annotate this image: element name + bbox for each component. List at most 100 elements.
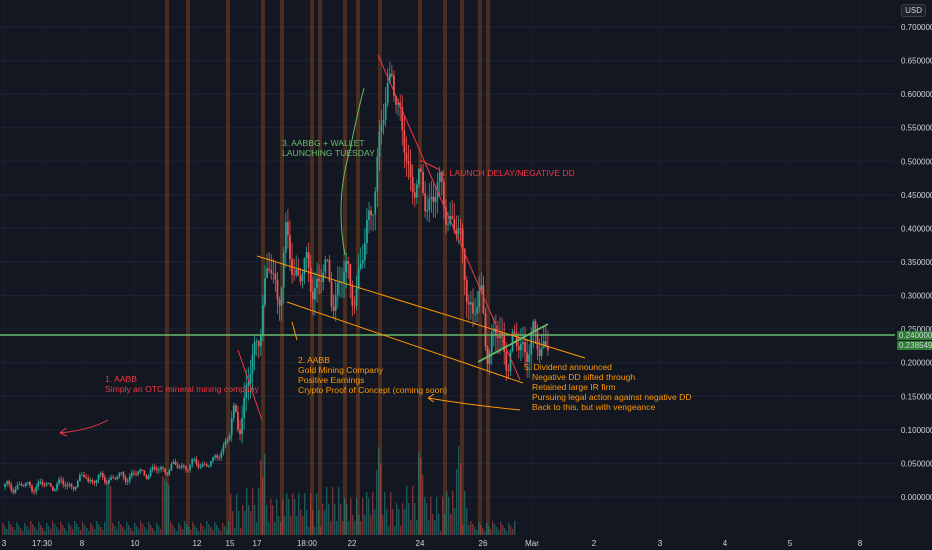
candle-body (532, 321, 535, 334)
time-axis[interactable]: 3 17:30 8 10 12 15 17 18:00 22 24 26 Mar 2 3 4 5 8 (2, 539, 863, 548)
volume-bar (62, 525, 64, 535)
volume-bar (500, 522, 502, 535)
volume-bar (86, 528, 88, 535)
candle-body (432, 196, 435, 202)
candle-body (280, 287, 283, 306)
candle-body (305, 252, 308, 259)
candle-body (411, 176, 414, 193)
volume-bar (492, 521, 494, 535)
candle-body (191, 459, 194, 465)
volume-bar (18, 525, 20, 535)
volume-bar (496, 527, 498, 535)
candle-body (253, 341, 256, 355)
volume-bar (456, 469, 458, 535)
candle-body (338, 282, 341, 283)
candle-body (178, 467, 181, 469)
y-tick-label: 0.300000 (901, 292, 932, 301)
volume-bar (352, 515, 354, 535)
candle-body (388, 73, 391, 83)
volume-bar (462, 525, 464, 535)
volume-bar (190, 530, 192, 535)
candle-body (72, 486, 75, 490)
candle-body (222, 445, 225, 453)
candle-body (320, 280, 323, 282)
session-band (418, 0, 422, 535)
volume-bar (102, 530, 104, 535)
volume-bar (180, 526, 182, 535)
candle-body (122, 472, 125, 478)
session-band (310, 0, 314, 535)
x-tick-label: 26 (479, 539, 488, 548)
candle-body (376, 156, 379, 192)
volume-bar (468, 525, 470, 535)
volume-bar (316, 493, 318, 535)
volume-bar (124, 530, 126, 535)
volume-bar (302, 516, 304, 535)
currency-label[interactable]: USD (901, 4, 926, 17)
candle-body (268, 268, 271, 271)
session-band (318, 0, 322, 535)
candle-body (336, 282, 339, 296)
candle-body (509, 350, 512, 371)
candle-body (488, 352, 491, 365)
session-band (486, 0, 490, 535)
candle-body (189, 464, 192, 470)
candle-body (228, 434, 231, 440)
x-tick-label: 10 (131, 539, 140, 548)
volume-bar (8, 521, 10, 535)
candle-body (301, 273, 304, 282)
candle-body (172, 461, 175, 464)
note1-arrow (59, 419, 109, 437)
volume-bar (360, 521, 362, 535)
volume-bar (40, 525, 42, 535)
candle-body (413, 192, 416, 198)
volume-bar (248, 505, 250, 535)
candle-body (4, 483, 6, 487)
x-tick-label: 24 (416, 539, 425, 548)
candle-body (307, 252, 310, 268)
candle-body (207, 466, 210, 467)
annotation-line: Retained large IR firm (532, 382, 616, 392)
candle-body (153, 466, 156, 469)
price-axis[interactable]: 0.700000 0.650000 0.600000 0.550000 0.500000… (897, 23, 932, 502)
candle-body (133, 472, 135, 474)
candle-body (284, 222, 287, 253)
price-candles (4, 61, 549, 495)
candle-body (43, 484, 46, 486)
volume-bar (334, 504, 336, 535)
annotation-line: Back to this, but with vengeance (532, 402, 655, 412)
volume-bar (252, 488, 254, 535)
volume-bar (358, 515, 360, 535)
candle-body (145, 475, 148, 479)
volume-bar (474, 527, 476, 535)
volume-bar (26, 526, 28, 535)
volume-bar (56, 527, 58, 535)
candle-body (465, 279, 468, 302)
volume-bar (168, 485, 170, 535)
volume-bar (262, 477, 264, 535)
volume-bar (136, 526, 138, 535)
volume-bar (144, 527, 146, 535)
candle-body (195, 459, 198, 464)
volume-bar (268, 522, 270, 535)
volume-bar (442, 497, 444, 535)
candle-body (530, 333, 533, 355)
y-tick-label: 0.100000 (901, 426, 932, 435)
candle-body (247, 382, 250, 386)
volume-bar (166, 482, 168, 535)
volume-bar (84, 525, 86, 535)
candle-body (35, 486, 38, 492)
y-tick-label: 0.600000 (901, 90, 932, 99)
annotation-line: Gold Mining Company (298, 365, 384, 375)
candle-body (453, 219, 456, 231)
session-band (343, 0, 347, 535)
volume-bar (246, 488, 248, 535)
candle-body (201, 464, 204, 467)
candle-body (197, 463, 200, 468)
volume-bar (476, 530, 478, 535)
candle-body (205, 464, 208, 467)
candle-body (141, 469, 144, 471)
candle-body (243, 397, 246, 419)
candle-body (259, 334, 262, 347)
